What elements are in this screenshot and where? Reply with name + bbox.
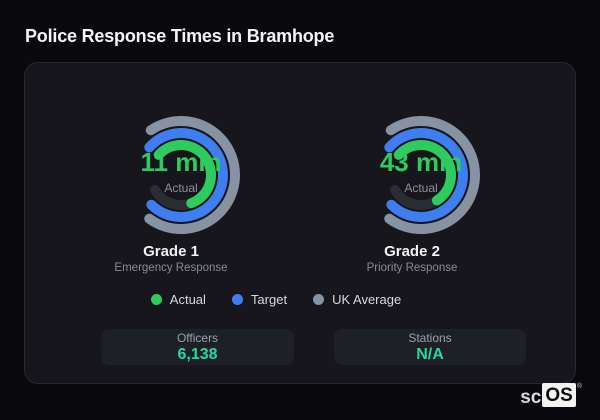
gauge-subtitle-grade-2: Priority Response <box>366 262 458 274</box>
registered-trademark-icon: ® <box>576 383 582 390</box>
legend-label-target: Target <box>250 292 288 307</box>
legend-label-uk-average: UK Average <box>332 292 402 307</box>
stat-card-officers: Officers 6,138 <box>101 329 294 365</box>
legend-dot-actual-icon <box>150 294 162 305</box>
legend-dot-target-icon <box>231 294 243 305</box>
gauge-center-label-grade-1: Actual <box>164 181 198 195</box>
legend-item-target[interactable]: Target <box>231 292 288 307</box>
page-title: Police Response Times in Bramhope <box>25 26 335 46</box>
gauge-chart-grade-2 <box>384 116 480 234</box>
gauge-title-grade-2: Grade 2 <box>384 243 440 260</box>
legend-label-actual: Actual <box>169 292 206 307</box>
stat-card-stations: Stations N/A <box>334 329 526 365</box>
gauge-chart-grade-1 <box>144 116 240 234</box>
stat-label-stations: Stations <box>408 331 452 345</box>
stat-label-officers: Officers <box>176 331 219 345</box>
scos-logo: sc OS ® <box>520 383 582 407</box>
legend-dot-uk-average-icon <box>313 294 325 305</box>
stat-value-stations: N/A <box>416 346 444 363</box>
scos-logo-prefix: sc <box>520 387 542 408</box>
gauge-subtitle-grade-1: Emergency Response <box>114 262 228 274</box>
legend-item-actual[interactable]: Actual <box>150 292 206 307</box>
gauge-title-grade-1: Grade 1 <box>143 243 199 260</box>
gauge-center-label-grade-2: Actual <box>404 181 438 195</box>
chart-legend: Actual Target UK Average <box>25 292 527 307</box>
dashboard-card: 11 min 43 min Actual Actual Grade 1 Grad… <box>24 62 576 384</box>
gauge-value-grade-2: 43 min <box>379 147 463 177</box>
gauge-value-grade-1: 11 min <box>140 147 222 177</box>
legend-item-uk-average[interactable]: UK Average <box>313 292 401 307</box>
scos-logo-suffix: OS <box>542 383 576 407</box>
stat-value-officers: 6,138 <box>177 346 218 363</box>
